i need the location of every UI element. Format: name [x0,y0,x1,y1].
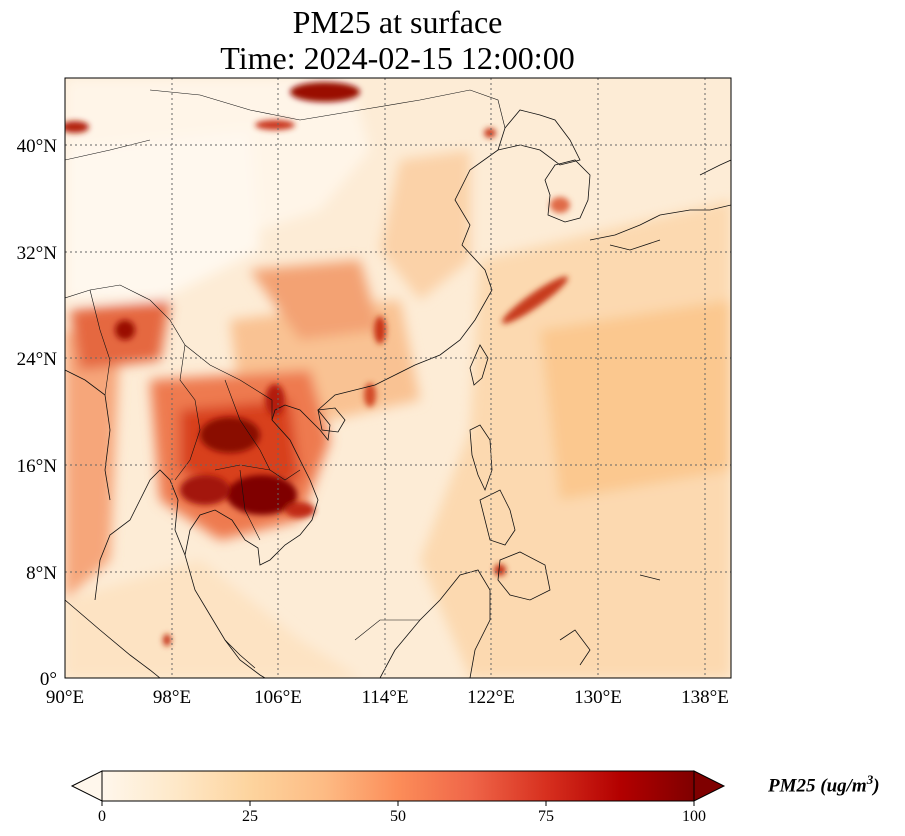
x-tick-label: 98°E [153,687,191,708]
pm25-field [65,78,731,678]
colorbar-tick-label: 25 [242,808,258,825]
map-subtitle-time: Time: 2024-02-15 12:00:00 [220,40,575,76]
y-tick-label: 16°N [17,456,58,477]
map-frame [64,77,732,679]
y-tick-label: 32°N [17,243,58,264]
colorbar-tick-label: 100 [682,808,706,825]
colorbar: 0 25 50 75 100 [70,770,726,825]
y-tick-label: 24°N [17,349,58,370]
x-tick-label: 114°E [362,687,409,708]
colorbar-max-extend [693,770,726,802]
coastlines [65,109,731,678]
gridlines [65,78,731,678]
colorbar-tick-label: 0 [98,808,106,825]
x-tick-label: 90°E [46,687,84,708]
x-tick-label: 106°E [254,687,302,708]
colorbar-bar [101,770,695,802]
colorbar-min-extend [70,770,103,802]
y-tick-label: 8°N [26,563,57,584]
colorbar-units-label: PM25 (ug/m3) [768,772,880,797]
x-tick-label: 122°E [467,687,515,708]
y-tick-label: 40°N [17,136,58,157]
colorbar-tick-label: 50 [390,808,406,825]
x-tick-label: 138°E [681,687,729,708]
country-borders [65,89,506,641]
y-tick-label: 0° [40,669,57,690]
map-title: PM25 at surface [292,4,503,40]
x-tick-label: 130°E [574,687,622,708]
colorbar-tick-label: 75 [538,808,554,825]
